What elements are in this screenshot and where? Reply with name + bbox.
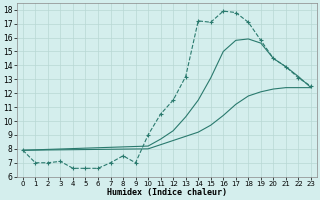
- X-axis label: Humidex (Indice chaleur): Humidex (Indice chaleur): [107, 188, 227, 197]
